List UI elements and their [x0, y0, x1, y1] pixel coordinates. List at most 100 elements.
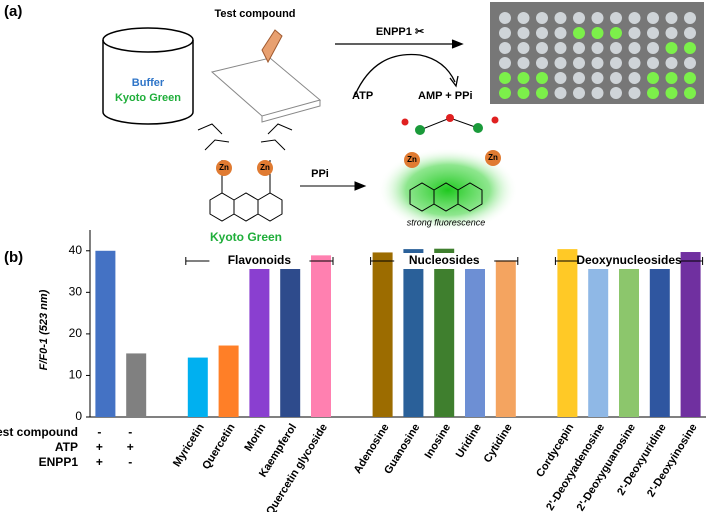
- fluorescence-caption: strong fluorescence: [407, 217, 486, 227]
- panel-label: (a): [4, 3, 22, 20]
- zn-label: Zn: [407, 155, 417, 164]
- well: [684, 72, 696, 84]
- well: [591, 27, 604, 39]
- well: [536, 27, 548, 39]
- plate-sketch: [210, 29, 322, 123]
- x-tick-label: Inosine: [423, 422, 454, 461]
- well: [536, 12, 548, 24]
- zn-atom: [404, 152, 420, 168]
- well: [665, 72, 678, 84]
- x-tick-label: Morin: [242, 422, 268, 454]
- group-label-bg: [394, 253, 495, 269]
- fluorescence-glow: [378, 148, 518, 232]
- x-tick-label: 2'-Deoxyadenosine: [544, 422, 607, 512]
- well: [536, 72, 548, 84]
- o-atom: [446, 114, 454, 122]
- well: [554, 12, 567, 24]
- group-label-bg: [579, 253, 679, 269]
- well: [684, 42, 696, 54]
- y-tick-label: 30: [69, 285, 83, 299]
- y-axis-label: F/F0-1 (523 nm): [38, 289, 50, 370]
- y-tick-label: 0: [75, 409, 82, 423]
- o-atom: [491, 116, 499, 124]
- products-label: AMP + PPi: [418, 90, 473, 102]
- bar: [465, 253, 485, 417]
- well: [628, 27, 641, 39]
- y-tick-label: 10: [69, 368, 83, 382]
- well: [554, 57, 567, 69]
- reaction-arrow: [335, 39, 464, 96]
- well: [499, 87, 511, 99]
- bar: [619, 262, 639, 417]
- group-label: Deoxynucleosides: [576, 253, 682, 267]
- enzyme-label: ENPP1 ✂: [376, 26, 424, 38]
- well: [665, 87, 678, 99]
- condition-sign: +: [96, 440, 103, 454]
- well: [591, 87, 604, 99]
- well: [647, 42, 659, 54]
- well: [684, 27, 696, 39]
- well: [499, 57, 511, 69]
- ppi-arrow: [300, 181, 367, 191]
- well: [591, 72, 604, 84]
- zn-atom: [485, 150, 501, 166]
- buffer-label: Buffer: [132, 77, 165, 89]
- well: [499, 72, 511, 84]
- well: [647, 72, 659, 84]
- well: [665, 57, 678, 69]
- dye-label: Kyoto Green: [115, 92, 181, 104]
- x-tick-label: 2'-Deoxyguanosine: [575, 422, 638, 512]
- well: [536, 87, 548, 99]
- substrate-label: ATP: [352, 90, 373, 102]
- well: [647, 87, 659, 99]
- well: [610, 87, 622, 99]
- well: [517, 42, 530, 54]
- well: [517, 72, 530, 84]
- well: [573, 27, 585, 39]
- well: [628, 87, 641, 99]
- zn-label: Zn: [260, 163, 270, 172]
- well: [517, 27, 530, 39]
- well: [684, 12, 696, 24]
- bar: [249, 255, 270, 417]
- well: [591, 42, 604, 54]
- group-label-bg: [209, 253, 310, 269]
- structure: [197, 123, 293, 222]
- well: [554, 72, 567, 84]
- y-tick-label: 40: [69, 243, 83, 257]
- p-atom: [415, 125, 425, 135]
- condition-sign: +: [127, 440, 134, 454]
- bar: [403, 249, 424, 417]
- well: [610, 57, 622, 69]
- well: [647, 57, 659, 69]
- bar: [280, 268, 301, 417]
- well: [665, 27, 678, 39]
- bar: [372, 252, 393, 417]
- well: [684, 87, 696, 99]
- well: [665, 42, 678, 54]
- well: [536, 42, 548, 54]
- condition-sign: -: [128, 455, 132, 469]
- bar: [218, 345, 239, 417]
- well: [628, 12, 641, 24]
- bar: [649, 266, 670, 417]
- well: [610, 72, 622, 84]
- group-label: Nucleosides: [409, 253, 480, 267]
- well: [591, 12, 604, 24]
- well: [573, 42, 585, 54]
- bar: [126, 353, 147, 417]
- bar: [95, 250, 116, 417]
- well: [517, 12, 530, 24]
- well: [573, 72, 585, 84]
- group-label: Flavonoids: [228, 253, 292, 267]
- test-compound-label: Test compound: [214, 8, 295, 20]
- zn-label: Zn: [488, 153, 498, 162]
- buffer-vessel: [102, 27, 194, 125]
- condition-label: Test compound: [0, 425, 78, 439]
- well: [554, 27, 567, 39]
- condition-label: ENPP1: [39, 455, 79, 469]
- y-tick-label: 20: [69, 326, 83, 340]
- well: [610, 42, 622, 54]
- well: [499, 27, 511, 39]
